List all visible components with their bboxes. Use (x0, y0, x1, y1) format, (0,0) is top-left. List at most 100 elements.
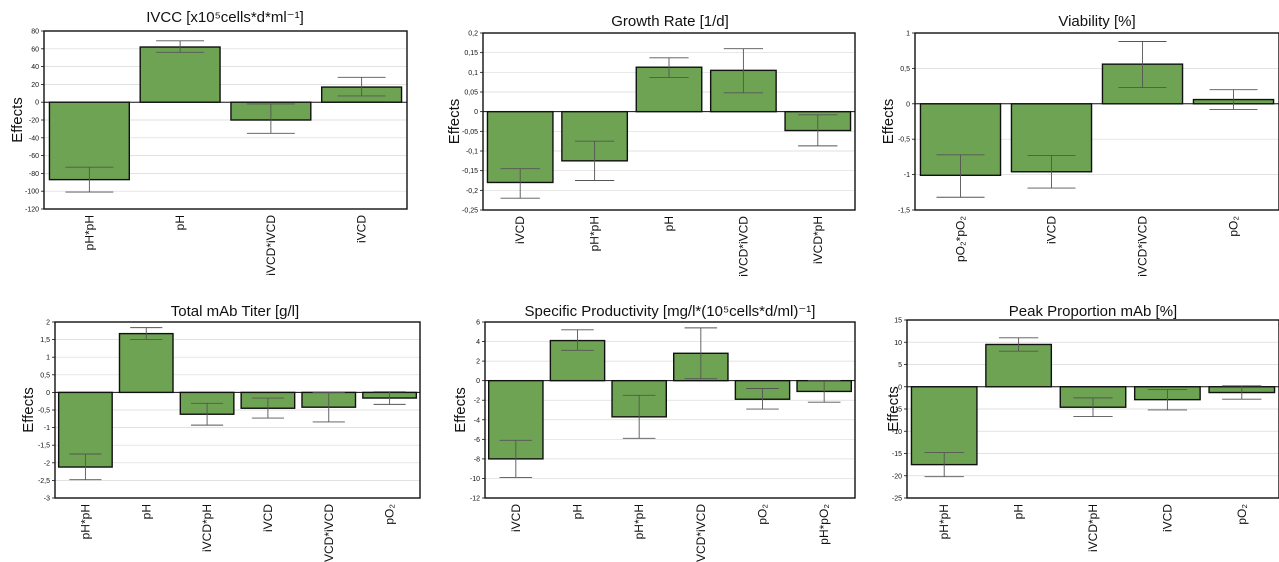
y-tick-label: 1 (906, 31, 910, 38)
category-label: iVCD*iVCD (1136, 216, 1150, 277)
category-label: VCD*iVCD (694, 504, 708, 562)
y-tick-label: -20 (892, 473, 902, 480)
y-tick-label: 80 (31, 29, 39, 36)
y-tick-label: 6 (476, 320, 480, 327)
y-tick-label: 60 (31, 46, 39, 53)
plot-frame (906, 319, 1279, 499)
y-tick-label: 1 (46, 355, 50, 362)
y-tick-label: 0,5 (900, 66, 910, 73)
plot-frame (54, 321, 421, 499)
y-tick-label: -1,5 (898, 208, 910, 215)
category-label: pH (571, 504, 585, 519)
category-label: pH (139, 504, 153, 519)
y-tick-label: -1,5 (38, 443, 50, 450)
category-label: pH (173, 215, 187, 230)
y-tick-label: -20 (29, 118, 39, 125)
category-label: iVCD (1160, 504, 1174, 532)
chart-panel-3: Viability [%] Effects 1 0,5 0 -0,5 -1 -1,5 pO₂*p… (880, 13, 1279, 277)
y-tick-label: 0,05 (464, 90, 478, 97)
y-tick-label: 0 (35, 100, 39, 107)
chart-panel-5: Specific Productivity [mg/l*(10⁵cells*d/… (452, 303, 856, 562)
y-tick-label: -2 (474, 398, 480, 405)
y-tick-label: 4 (476, 339, 480, 346)
category-label: iVCD*pH (200, 504, 214, 552)
plot-frame (914, 32, 1279, 211)
y-tick-label: -4 (474, 417, 480, 424)
y-tick-label: -40 (29, 135, 39, 142)
chart-title: Specific Productivity [mg/l*(10⁵cells*d/… (525, 303, 816, 320)
bar (139, 46, 221, 103)
chart-panel-2: Growth Rate [1/d] Effects 0,2 0,15 0,1 0,05 0 -… (446, 13, 856, 277)
y-tick-label: -5 (896, 407, 902, 414)
y-tick-label: 0 (46, 390, 50, 397)
chart-panel-1: IVCC [x10⁵cells*d*ml⁻¹] Effects 80 60 40 20 0 -… (9, 9, 408, 276)
category-label: pH (1012, 504, 1026, 519)
y-tick-label: 0,1 (468, 70, 478, 77)
category-label: iVCD*pH (1086, 504, 1100, 552)
category-label: iVCD (355, 215, 369, 243)
category-label: pO₂ (1227, 216, 1241, 237)
y-tick-label: -0,5 (898, 137, 910, 144)
chart-title: IVCC [x10⁵cells*d*ml⁻¹] (146, 9, 304, 26)
category-label: iVCD*iVCD (736, 216, 750, 277)
plot-frame (484, 321, 856, 499)
chart-title: Growth Rate [1/d] (611, 13, 729, 30)
y-tick-label: -0,05 (462, 129, 478, 136)
y-axis-label: Effects (880, 99, 897, 145)
y-tick-label: 20 (31, 82, 39, 89)
chart-panel-6: Peak Proportion mAb [%] Effects 15 10 5 0 -5 -1… (885, 303, 1279, 552)
y-tick-label: -8 (474, 456, 480, 463)
y-tick-label: -10 (470, 476, 480, 483)
y-tick-label: -100 (25, 189, 39, 196)
category-label: pH*pH (82, 215, 96, 250)
y-tick-label: 2 (46, 320, 50, 327)
y-tick-label: 0 (906, 101, 910, 108)
category-label: pH*pH (632, 504, 646, 539)
y-tick-label: -120 (25, 207, 39, 214)
category-label: iVCD (1045, 216, 1059, 244)
y-tick-label: -0,15 (462, 168, 478, 175)
category-label: pO₂ (383, 504, 397, 525)
plot-frame (43, 30, 408, 210)
chart-title: Peak Proportion mAb [%] (1009, 303, 1177, 320)
y-axis-label: Effects (885, 386, 902, 432)
category-label: iVCD (513, 216, 527, 244)
chart-title: Viability [%] (1058, 13, 1135, 30)
y-tick-label: 0 (476, 378, 480, 385)
category-label: pH*pH (78, 504, 92, 539)
y-tick-label: -6 (474, 437, 480, 444)
y-tick-label: 0,15 (464, 50, 478, 57)
category-label: pH (662, 216, 676, 231)
chart-title: Total mAb Titer [g/l] (171, 303, 299, 320)
y-tick-label: -2,5 (38, 478, 50, 485)
y-tick-label: 0,2 (468, 31, 478, 38)
y-tick-label: -12 (470, 496, 480, 503)
category-label: VCD*iVCD (322, 504, 336, 562)
y-tick-label: -1 (904, 172, 910, 179)
y-tick-label: -10 (892, 429, 902, 436)
y-axis-label: Effects (9, 97, 26, 143)
y-tick-label: 1,5 (40, 337, 50, 344)
y-tick-label: 0 (474, 109, 478, 116)
category-label: iVCD*pH (811, 216, 825, 264)
y-tick-label: -1 (44, 425, 50, 432)
plot-frame (482, 32, 856, 211)
category-label: iVCD (509, 504, 523, 532)
y-tick-label: 40 (31, 64, 39, 71)
y-tick-label: -0,2 (466, 188, 478, 195)
y-tick-label: -2 (44, 460, 50, 467)
y-tick-label: -60 (29, 153, 39, 160)
y-tick-label: 2 (476, 359, 480, 366)
category-label: iVCD (261, 504, 275, 532)
chart-panel-4: Total mAb Titer [g/l] Effects 2 1,5 1 0,5 0 -0,… (20, 303, 421, 562)
category-label: iVCD*iVCD (264, 215, 278, 276)
y-tick-label: -3 (44, 496, 50, 503)
y-tick-label: 15 (894, 318, 902, 325)
y-tick-label: 5 (898, 362, 902, 369)
category-label: pO₂ (1235, 504, 1249, 525)
y-tick-label: -0,5 (38, 408, 50, 415)
y-axis-label: Effects (446, 99, 463, 145)
y-tick-label: -80 (29, 171, 39, 178)
y-tick-label: -0,25 (462, 208, 478, 215)
